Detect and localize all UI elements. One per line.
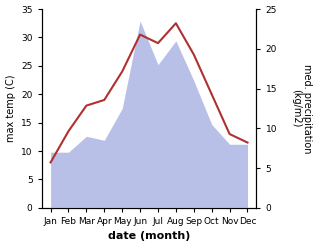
X-axis label: date (month): date (month) [108,231,190,242]
Y-axis label: med. precipitation
(kg/m2): med. precipitation (kg/m2) [291,64,313,153]
Y-axis label: max temp (C): max temp (C) [5,75,16,142]
